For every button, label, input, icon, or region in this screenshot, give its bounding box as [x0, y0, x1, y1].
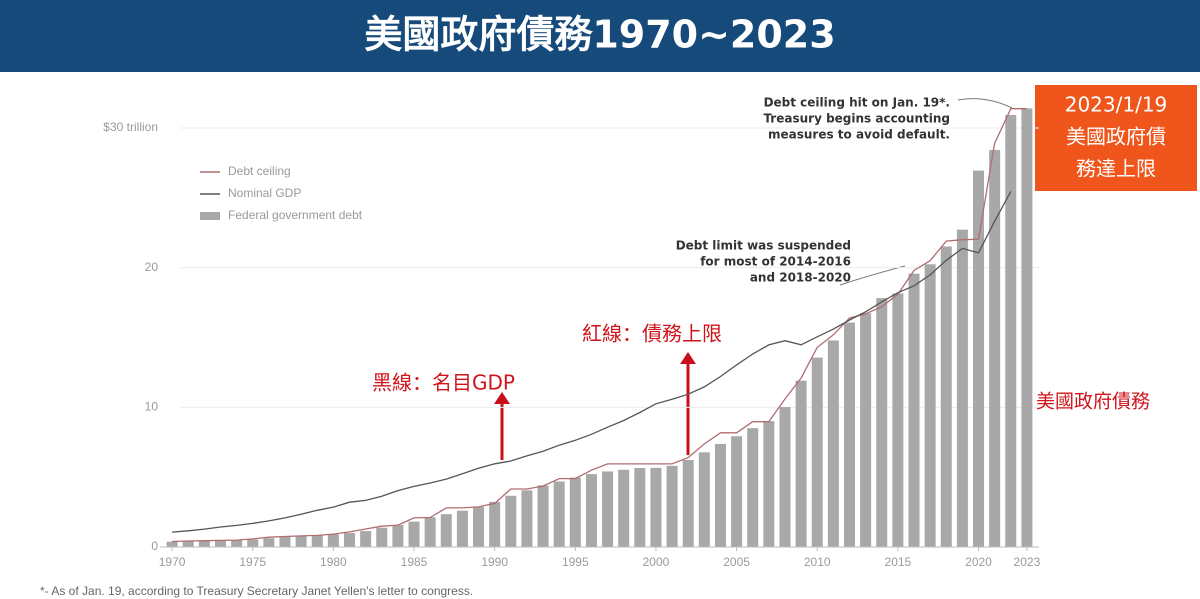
bar: [843, 322, 855, 547]
arrow-head: [680, 352, 696, 364]
annotation: 美國政府債務: [1036, 391, 1150, 413]
annotation: measures to avoid default.: [768, 128, 950, 142]
y-tick-label: 10: [145, 400, 159, 414]
x-tick-label: 1975: [239, 555, 266, 569]
bar: [1021, 108, 1033, 548]
bar: [956, 229, 968, 547]
bar: [295, 536, 307, 547]
bar: [811, 357, 823, 547]
bar: [731, 436, 743, 547]
bar: [1005, 115, 1017, 548]
annotation: Debt limit was suspended: [676, 239, 851, 253]
bar: [860, 313, 872, 547]
bar: [247, 539, 259, 547]
callout-text: 美國政府債: [1066, 125, 1166, 149]
bar: [763, 421, 775, 547]
bar: [876, 298, 888, 547]
annotation: 紅線：債務上限: [582, 322, 722, 346]
annotation: for most of 2014-2016: [700, 255, 851, 269]
bar: [263, 538, 275, 547]
x-tick-label: 1990: [481, 555, 508, 569]
bar: [505, 495, 517, 547]
bar: [473, 507, 485, 547]
x-tick-label: 1970: [159, 555, 186, 569]
bar: [327, 534, 339, 547]
x-tick-label: 2020: [965, 555, 992, 569]
legend-label: Nominal GDP: [228, 186, 301, 200]
bar: [231, 540, 243, 547]
callout-text: 2023/1/19: [1065, 93, 1168, 117]
bar: [408, 521, 420, 547]
annotation: 黑線：名目GDP: [372, 371, 515, 395]
annotation-pointer: [957, 98, 1013, 109]
bar: [521, 490, 533, 547]
annotation: Treasury begins accounting: [763, 112, 950, 126]
x-tick-label: 2010: [804, 555, 831, 569]
bar: [424, 517, 436, 547]
footnote: *- As of Jan. 19, according to Treasury …: [40, 584, 473, 598]
bar: [456, 510, 468, 547]
y-tick-label: 0: [151, 539, 158, 553]
bar: [650, 467, 662, 547]
bar: [908, 273, 920, 547]
x-tick-label: 2000: [643, 555, 670, 569]
bar: [311, 535, 323, 547]
chart-title: 美國政府債務1970~2023: [364, 13, 835, 57]
annotation: and 2018-2020: [750, 271, 851, 285]
bar: [634, 467, 646, 547]
bar: [747, 428, 759, 547]
bar: [989, 149, 1001, 547]
bar: [166, 541, 178, 547]
x-tick-label: 2005: [723, 555, 750, 569]
callout-box: [1035, 85, 1197, 191]
line: [172, 108, 1027, 543]
bar: [553, 481, 565, 547]
y-tick-label: 20: [145, 260, 159, 274]
bar: [344, 533, 356, 547]
x-tick-label: 1980: [320, 555, 347, 569]
bar: [569, 477, 581, 547]
bar: [198, 540, 210, 547]
bar: [214, 540, 226, 547]
legend-swatch: [200, 212, 220, 220]
bar: [489, 501, 501, 547]
bar: [666, 465, 678, 547]
title-banner: [0, 0, 1200, 72]
bar: [376, 527, 388, 547]
x-tick-label: 2015: [885, 555, 912, 569]
bar: [602, 471, 614, 547]
bar: [795, 380, 807, 547]
x-tick-label: 1985: [401, 555, 428, 569]
bar: [440, 514, 452, 547]
y-tick-label: $30 trillion: [103, 120, 158, 134]
bar: [392, 525, 404, 547]
bar: [537, 485, 549, 547]
bar: [924, 264, 936, 547]
x-tick-label: 2023: [1014, 555, 1041, 569]
legend-label: Federal government debt: [228, 208, 363, 222]
bar: [682, 459, 694, 547]
bar: [279, 537, 291, 547]
line: [172, 191, 1012, 533]
annotation: Debt ceiling hit on Jan. 19*.: [764, 96, 950, 110]
legend-label: Debt ceiling: [228, 164, 291, 178]
bar: [940, 246, 952, 548]
bar: [779, 407, 791, 547]
bar: [827, 340, 839, 547]
bar: [585, 474, 597, 547]
bar: [973, 170, 985, 547]
callout-text: 務達上限: [1076, 157, 1156, 181]
bar: [182, 541, 194, 547]
bar: [714, 443, 726, 547]
arrow-head: [494, 392, 510, 404]
x-tick-label: 1995: [562, 555, 589, 569]
bar: [892, 293, 904, 547]
bar: [618, 469, 630, 547]
bar: [698, 452, 710, 547]
bar: [360, 531, 372, 547]
